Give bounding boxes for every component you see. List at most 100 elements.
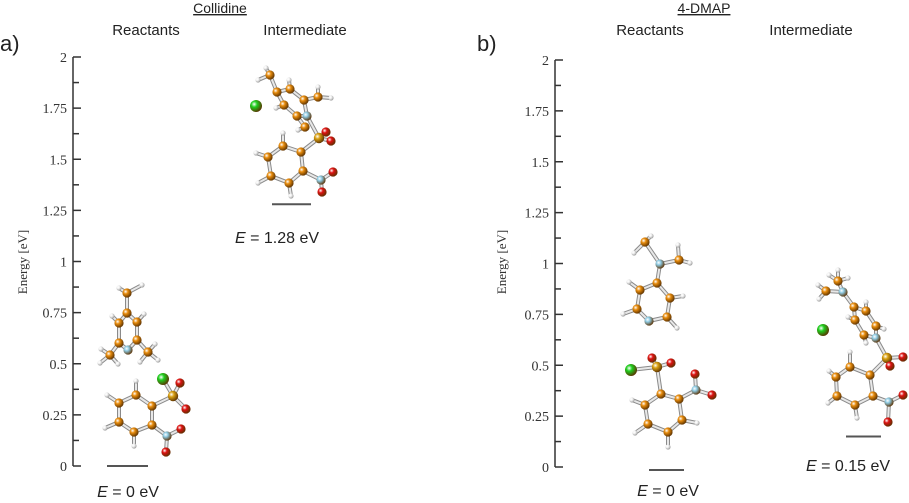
nitrogen-atom [644, 316, 654, 326]
carbon-atom [832, 391, 842, 401]
oxygen-atom [328, 167, 338, 177]
y-axis-a: 0 0.25 0.5 0.75 1 1.25 1.5 1.75 2 [43, 51, 81, 475]
sulfur-atom [881, 352, 893, 364]
carbon-atom [871, 321, 881, 331]
carbon-atom [132, 317, 142, 327]
y-tick-label: 0.25 [525, 410, 550, 425]
carbon-atom [114, 318, 124, 328]
y-tick-label: 1.75 [525, 105, 550, 120]
oxygen-atom [647, 353, 657, 363]
hydrogen-atom [116, 285, 122, 291]
hydrogen-atom [255, 77, 261, 83]
hydrogen-atom [675, 242, 681, 248]
hydrogen-atom [131, 443, 137, 449]
energy-symbol: E [806, 458, 817, 475]
energy-text: = 0 eV [108, 484, 159, 501]
molecule-4dmap-intermediate [815, 267, 908, 427]
hydrogen-atom [680, 293, 686, 299]
panel-title-b: 4-DMAP [678, 0, 731, 16]
carbon-atom [652, 278, 662, 288]
sulfur-atom [167, 390, 179, 402]
energy-text: = 0 eV [648, 483, 699, 500]
molecule-collidine-intermediate [250, 65, 338, 199]
carbon-atom [663, 427, 673, 437]
hydrogen-atom [255, 180, 261, 186]
carbon-atom [674, 394, 684, 404]
y-tick-label: 0.5 [532, 359, 550, 374]
hydrogen-atom [835, 267, 841, 273]
oxygen-atom [883, 417, 893, 427]
carbon-atom [632, 304, 642, 314]
nitrogen-atom [316, 175, 326, 185]
carbon-atom [279, 100, 289, 110]
carbon-atom [656, 389, 666, 399]
y-tick-label: 1.5 [532, 156, 550, 171]
hydrogen-atom [263, 65, 269, 71]
energy-value-intermediate-a: E = 1.28 eV [235, 230, 319, 247]
carbon-atom [821, 286, 831, 296]
carbon-atom [272, 87, 282, 97]
y-tick-label: 0.75 [525, 308, 550, 323]
carbon-atom [263, 152, 273, 162]
hydrogen-atom [253, 150, 259, 156]
nitrogen-atom [691, 385, 701, 395]
hydrogen-atom [629, 397, 635, 403]
oxygen-atom [707, 390, 717, 400]
nitrogen-atom [123, 345, 133, 355]
carbon-atom [868, 391, 878, 401]
oxygen-atom [885, 361, 895, 371]
hydrogen-atom [881, 326, 887, 332]
nitrogen-atom [302, 111, 312, 121]
carbon-atom [132, 335, 142, 345]
carbon-atom [285, 84, 295, 94]
y-tick-label: 1 [542, 258, 549, 273]
hydrogen-atom [328, 95, 334, 101]
hydrogen-atom [97, 360, 103, 366]
carbon-atom [143, 347, 153, 357]
carbon-atom [114, 338, 124, 348]
oxygen-atom [321, 127, 331, 137]
oxygen-atom [666, 358, 676, 368]
y-tick-label: 1.25 [43, 204, 68, 219]
hydrogen-atom [845, 314, 851, 320]
carbon-atom [122, 308, 132, 318]
hydrogen-atom [137, 359, 143, 365]
y-tick-label: 2 [542, 54, 549, 69]
nitrogen-atom [871, 333, 881, 343]
sulfur-atom [651, 361, 663, 373]
carbon-atom [296, 147, 306, 157]
y-axis-label-b: Energy [eV] [494, 230, 509, 294]
oxygen-atom [898, 390, 908, 400]
carbon-atom [313, 92, 323, 102]
hydrogen-atom [687, 260, 693, 266]
carbon-atom [845, 362, 855, 372]
column-label-intermediate-b: Intermediate [769, 22, 852, 39]
carbon-atom [640, 237, 650, 247]
carbon-atom [662, 312, 672, 322]
oxygen-atom [161, 447, 171, 457]
carbon-atom [643, 419, 653, 429]
hydrogen-atom [863, 299, 869, 305]
y-tick-label: 1.25 [525, 207, 550, 222]
hydrogen-atom [280, 130, 286, 136]
hydrogen-atom [674, 325, 680, 331]
carbon-atom [640, 400, 650, 410]
hydrogen-atom [632, 430, 638, 436]
oxygen-atom [181, 404, 191, 414]
hydrogen-atom [315, 84, 321, 90]
hydrogen-atom [104, 392, 110, 398]
nitrogen-atom [838, 287, 848, 297]
hydrogen-atom [626, 279, 632, 285]
hydrogen-atom [815, 282, 821, 288]
nitrogen-atom [162, 431, 172, 441]
chlorine-atom [157, 373, 169, 385]
hydrogen-atom [648, 233, 654, 239]
hydrogen-atom [102, 425, 108, 431]
hydrogen-atom [109, 313, 115, 319]
hydrogen-atom [286, 77, 292, 83]
hydrogen-atom [854, 415, 860, 421]
y-tick-label: 0.25 [43, 409, 68, 424]
hydrogen-atom [288, 193, 294, 199]
carbon-atom [677, 415, 687, 425]
carbon-atom [147, 401, 157, 411]
